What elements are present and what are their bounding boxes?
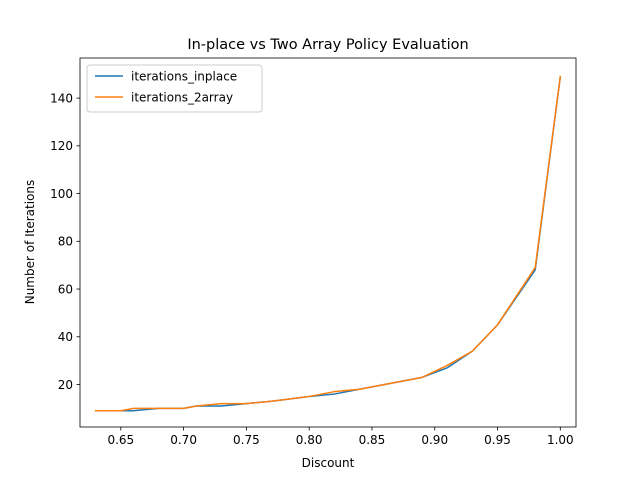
legend: iterations_inplace iterations_2array [86,64,263,113]
y-tick-label: 40 [58,330,73,344]
axes-frame [79,57,577,428]
y-tick-label: 20 [58,378,73,392]
y-tick-label: 120 [50,139,73,153]
x-tick-label: 0.90 [421,433,448,447]
y-axis-label: Number of Iterations [23,180,37,305]
y-tick-label: 100 [50,187,73,201]
legend-box [86,64,263,113]
legend-label-iterations_inplace: iterations_inplace [131,69,237,83]
plot-area: 0.65 0.70 0.75 0.80 0.85 0.90 0.95 1.00 20 40 60 80… [50,57,577,447]
x-tick-label: 0.95 [484,433,511,447]
x-tick-label: 0.80 [296,433,323,447]
x-tick-label: 0.65 [107,433,134,447]
x-tick-label: 0.85 [359,433,386,447]
x-tick-label: 0.75 [233,433,260,447]
y-tick-label: 60 [58,282,73,296]
x-tick-label: 1.00 [547,433,574,447]
y-tick-label: 80 [58,235,73,249]
legend-label-iterations_2array: iterations_2array [131,90,233,104]
x-tick-label: 0.70 [170,433,197,447]
y-tick-label: 140 [50,91,73,105]
series-line-iterations_2array [94,75,562,412]
x-axis-label: Discount [302,456,355,470]
chart-title: In-place vs Two Array Policy Evaluation [187,37,468,53]
